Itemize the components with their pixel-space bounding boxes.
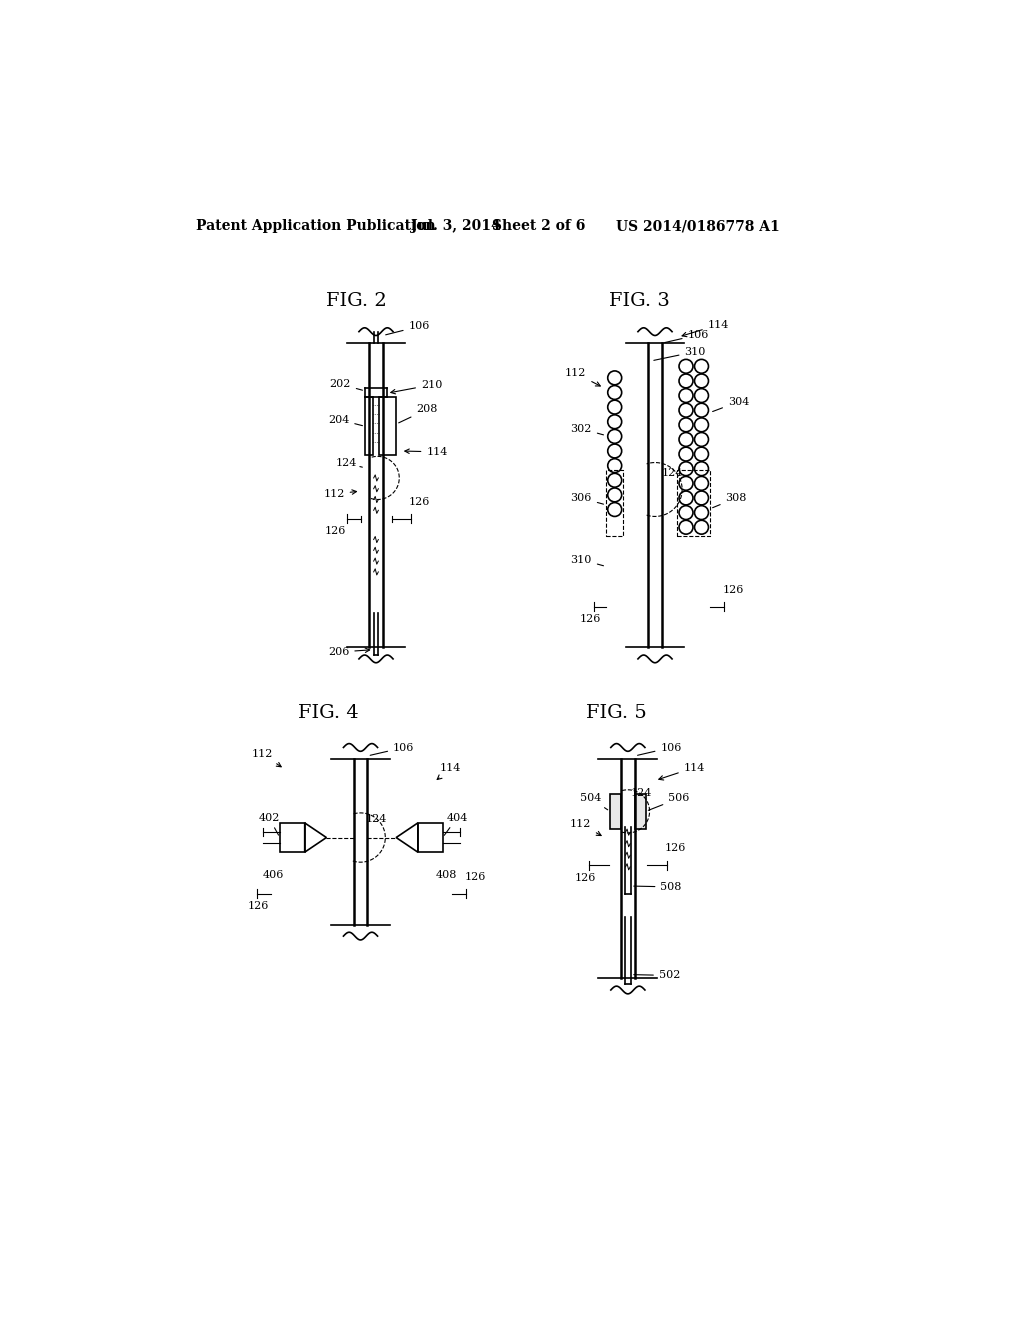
Bar [379,397,396,455]
Text: 310: 310 [654,347,706,360]
Text: 126: 126 [665,843,686,854]
Text: 112: 112 [569,818,601,836]
Text: FIG. 5: FIG. 5 [586,704,646,722]
Text: 106: 106 [665,330,709,343]
Text: 106: 106 [638,743,682,755]
Text: 114: 114 [437,763,461,780]
Text: 124: 124 [366,814,386,824]
Text: US 2014/0186778 A1: US 2014/0186778 A1 [616,219,780,234]
Text: FIG. 3: FIG. 3 [609,292,670,310]
Text: 508: 508 [634,882,682,892]
Text: 126: 126 [409,496,430,507]
Text: FIG. 2: FIG. 2 [327,292,387,310]
Text: 126: 126 [722,585,743,595]
Text: 202: 202 [330,379,362,391]
Text: 208: 208 [398,404,437,422]
Text: 506: 506 [648,793,689,810]
Text: 310: 310 [570,554,603,566]
Text: Patent Application Publication: Patent Application Publication [197,219,436,234]
Text: 404: 404 [444,813,468,836]
Bar [606,470,624,536]
Text: 106: 106 [371,743,415,755]
Text: 124: 124 [631,788,652,799]
Bar [610,795,621,829]
Text: 402: 402 [258,813,280,836]
Text: 406: 406 [263,870,285,880]
Text: 114: 114 [682,319,729,337]
Text: 126: 126 [464,873,485,882]
Text: 112: 112 [324,490,356,499]
Text: 302: 302 [570,424,603,434]
Text: FIG. 4: FIG. 4 [298,704,358,722]
Text: 502: 502 [634,970,680,981]
Bar [418,822,442,853]
Text: 304: 304 [713,397,750,412]
Text: 126: 126 [248,902,269,911]
Text: 210: 210 [391,380,442,393]
Text: 112: 112 [252,750,282,767]
Text: 408: 408 [436,870,457,880]
Text: 124: 124 [336,458,362,469]
Text: 124: 124 [662,467,683,478]
Bar [678,470,710,536]
Bar [366,397,373,455]
Text: 206: 206 [328,647,370,657]
Text: 106: 106 [386,321,430,335]
Text: 204: 204 [328,414,362,425]
Bar [280,822,305,853]
Text: 126: 126 [325,527,346,536]
Text: Jul. 3, 2014: Jul. 3, 2014 [411,219,501,234]
Text: 126: 126 [580,614,601,624]
Text: 504: 504 [580,793,607,809]
Bar [635,795,646,829]
Text: 114: 114 [658,763,706,780]
Text: 308: 308 [713,494,746,508]
Text: 114: 114 [404,447,447,457]
Text: 306: 306 [570,494,603,504]
Text: 112: 112 [565,368,600,385]
Text: 126: 126 [574,873,596,883]
Text: Sheet 2 of 6: Sheet 2 of 6 [493,219,586,234]
